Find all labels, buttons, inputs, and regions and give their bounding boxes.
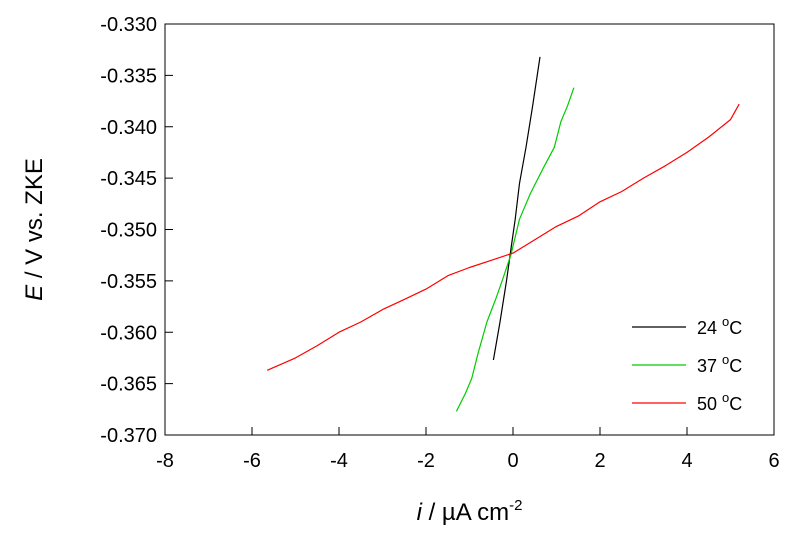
legend-label: 50 oC <box>697 390 742 414</box>
y-axis-title: E / V vs. ZKE <box>21 158 48 301</box>
legend-label: 37 oC <box>697 352 742 376</box>
x-tick-label: 6 <box>768 450 779 472</box>
x-axis-title: i / µA cm-2 <box>417 497 523 526</box>
x-tick-label: -8 <box>156 450 174 472</box>
y-tick-label: -0.370 <box>100 425 157 447</box>
y-tick-label: -0.360 <box>100 322 157 344</box>
plot-frame <box>164 23 775 436</box>
y-tick-label: -0.365 <box>100 374 157 396</box>
y-tick-label: -0.335 <box>100 65 157 87</box>
y-tick-label: -0.350 <box>100 220 157 242</box>
x-tick-label: 4 <box>681 450 692 472</box>
y-tick-label: -0.345 <box>100 168 157 190</box>
x-tick-label: -6 <box>243 450 261 472</box>
x-tick-label: 0 <box>507 450 518 472</box>
series-line-37C <box>455 87 575 412</box>
legend-label: 24 oC <box>697 314 742 338</box>
series-layer <box>266 56 740 412</box>
x-axis: -8 -6 -4 -2 0 2 4 6 <box>156 427 780 472</box>
y-axis: -0.330 -0.335 -0.340 -0.345 -0.350 -0.355 -0.3… <box>100 14 173 447</box>
legend: 24 oC 37 oC 50 oC <box>632 314 742 414</box>
x-tick-label: -4 <box>330 450 348 472</box>
series-line-24C <box>492 56 541 361</box>
x-tick-label: 2 <box>594 450 605 472</box>
y-tick-label: -0.355 <box>100 271 157 293</box>
x-tick-label: -2 <box>417 450 435 472</box>
y-tick-label: -0.330 <box>100 14 157 36</box>
y-tick-label: -0.340 <box>100 117 157 139</box>
series-line-50C <box>266 103 740 371</box>
